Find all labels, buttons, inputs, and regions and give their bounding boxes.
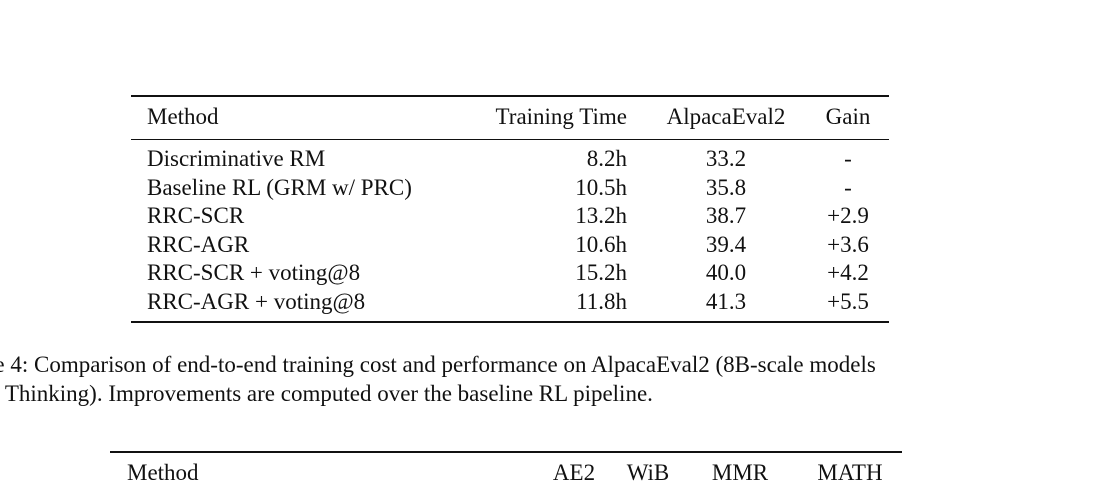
cell-training-time: 11.8h (576, 288, 627, 314)
cell-method: RRC-SCR (147, 203, 245, 228)
cell-alpacaeval2: 41.3 (705, 288, 747, 314)
cell-alpacaeval2: 38.7 (705, 203, 747, 228)
cell-gain: - (844, 174, 852, 200)
cell-method: RRC-SCR + voting@8 (147, 260, 361, 285)
table-row: RRC-AGR 10.6h 39.4 +3.6 (131, 231, 889, 260)
cell-training-time: 10.6h (575, 231, 627, 257)
cell-gain: +2.9 (827, 203, 869, 228)
cell-gain: +3.6 (827, 231, 869, 257)
header-training-time: Training Time (495, 104, 627, 129)
table-row: Baseline RL (GRM w/ PRC) 10.5h 35.8 - (131, 174, 889, 203)
cell-alpacaeval2: 33.2 (705, 146, 747, 171)
cell-gain: - (844, 146, 852, 171)
comparison-table: Method Training Time AlpacaEval2 Gain Di… (131, 95, 889, 323)
cell-alpacaeval2: 39.4 (705, 231, 747, 257)
header-alpacaeval2: AlpacaEval2 (666, 104, 786, 129)
table-row: RRC-SCR + voting@8 15.2h 40.0 +4.2 (131, 259, 889, 288)
header-method: Method (127, 460, 199, 485)
cell-gain: +4.2 (827, 260, 869, 285)
second-table: Method AE2 WiB MMR MATH (110, 451, 902, 493)
header-method: Method (147, 104, 219, 129)
cell-training-time: 8.2h (586, 146, 627, 171)
caption-line-1: le 4: Comparison of end-to-end training … (0, 352, 876, 377)
table-row: RRC-SCR 13.2h 38.7 +2.9 (131, 202, 889, 231)
table-caption: le 4: Comparison of end-to-end training … (0, 350, 1105, 408)
header-gain: Gain (825, 104, 871, 129)
table-header-row: Method Training Time AlpacaEval2 Gain (131, 97, 889, 140)
cell-training-time: 15.2h (575, 260, 627, 285)
cell-gain: +5.5 (827, 288, 869, 314)
table-row: RRC-AGR + voting@8 11.8h 41.3 +5.5 (131, 288, 889, 317)
cell-training-time: 10.5h (575, 174, 627, 200)
cell-method: RRC-AGR (147, 231, 250, 257)
cell-alpacaeval2: 40.0 (705, 260, 747, 285)
cell-alpacaeval2: 35.8 (705, 174, 747, 200)
table-body: Discriminative RM 8.2h 33.2 - Baseline R… (131, 140, 889, 321)
header-ae2: AE2 (552, 460, 596, 485)
cell-method: Baseline RL (GRM w/ PRC) (147, 174, 412, 200)
cell-method: RRC-AGR + voting@8 (147, 288, 366, 314)
header-mmr: MMR (711, 460, 769, 485)
cell-training-time: 13.2h (575, 203, 627, 228)
caption-line-2: n Thinking). Improvements are computed o… (0, 381, 653, 406)
header-math: MATH (817, 460, 883, 485)
table-row: Discriminative RM 8.2h 33.2 - (131, 145, 889, 174)
cell-method: Discriminative RM (147, 146, 326, 171)
header-wib: WiB (626, 460, 670, 485)
second-table-header-row: Method AE2 WiB MMR MATH (110, 453, 902, 493)
